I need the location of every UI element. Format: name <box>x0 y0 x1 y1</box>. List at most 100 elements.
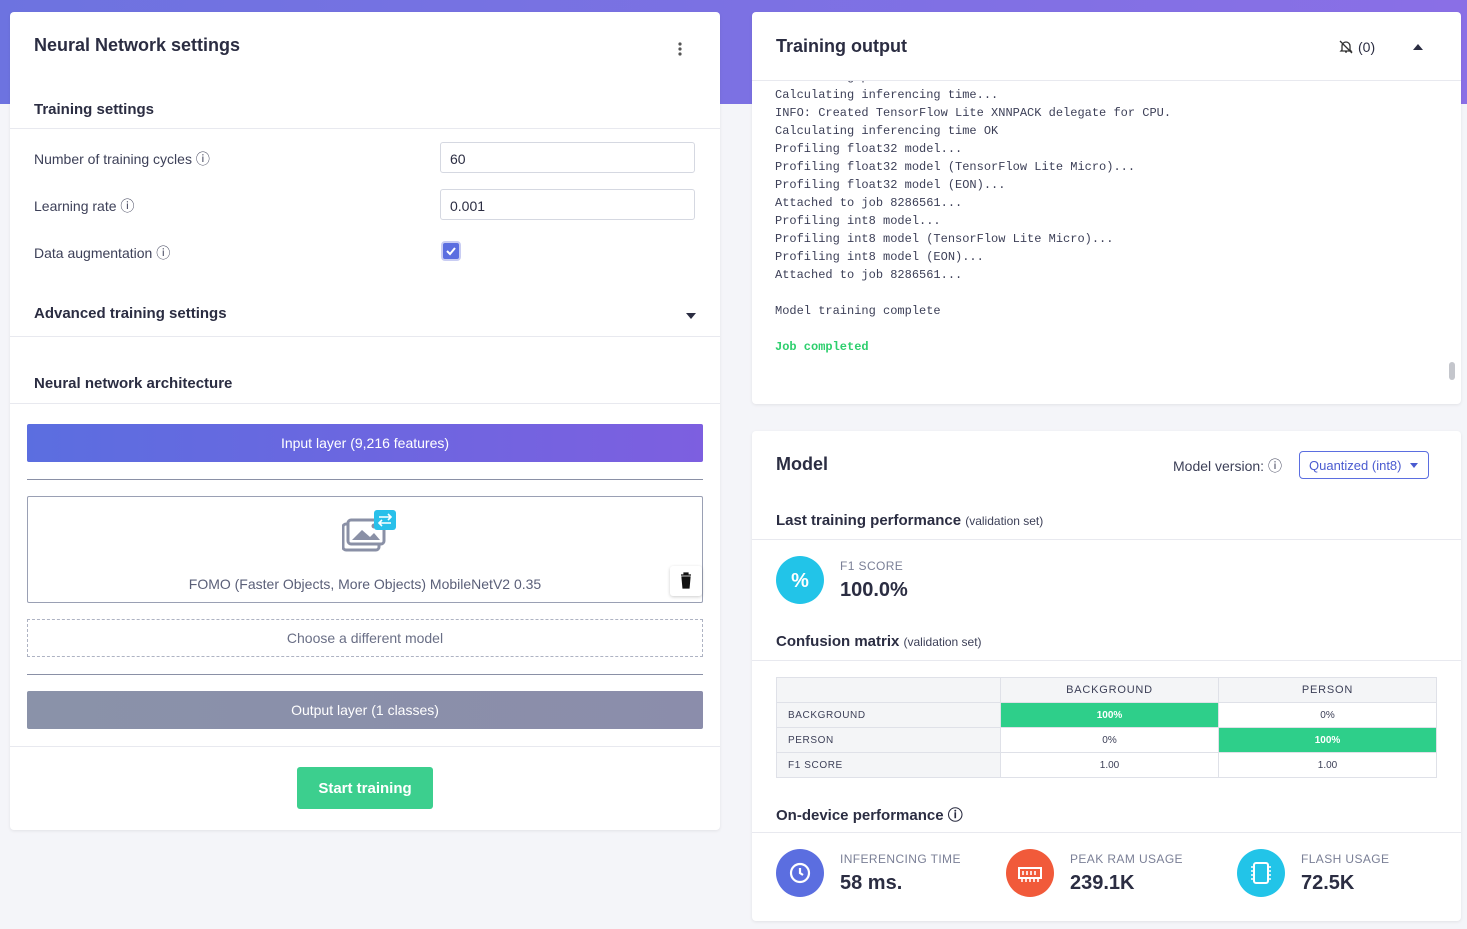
log-status: Job completed <box>775 340 869 354</box>
log-line: Calculating inferencing time OK <box>775 124 999 138</box>
text-input[interactable]: 0.001 <box>440 189 695 220</box>
matrix-cell: 1.00 <box>1218 752 1437 778</box>
section-title[interactable]: Advanced training settings <box>34 305 227 322</box>
divider <box>10 403 720 404</box>
trash-icon <box>681 572 691 589</box>
card-title: Model <box>776 454 828 474</box>
metric-label: PEAK RAM USAGE <box>1070 852 1183 866</box>
metric-icon <box>776 849 824 897</box>
matrix-cell: 0% <box>1218 702 1437 728</box>
output-layer[interactable]: Output layer (1 classes) <box>27 691 703 729</box>
metric-label: F1 SCORE <box>840 559 904 573</box>
help-icon[interactable]: ⓘ <box>947 807 963 824</box>
divider <box>27 674 703 675</box>
log-area: Calculating performance metrics... Calcul… <box>752 80 1461 404</box>
log-line: Calculating performance metrics... <box>775 80 1171 86</box>
scrollbar[interactable] <box>1449 362 1455 380</box>
metric-value: 100.0% <box>840 579 908 601</box>
divider <box>10 128 720 129</box>
row-header: BACKGROUND <box>776 702 1001 728</box>
matrix-cell: 1.00 <box>1000 752 1219 778</box>
field-label: Data augmentation ⓘ <box>34 243 170 263</box>
help-icon[interactable]: ⓘ <box>120 198 135 214</box>
help-icon[interactable]: ⓘ <box>1267 458 1282 474</box>
delete-button[interactable] <box>670 566 702 596</box>
metric-icon <box>1237 849 1285 897</box>
text-input[interactable]: 60 <box>440 142 695 173</box>
model-block[interactable]: FOMO (Faster Objects, More Objects) Mobi… <box>27 496 703 603</box>
row-header: PERSON <box>776 727 1001 753</box>
log-line: Calculating inferencing time... <box>775 88 999 102</box>
divider <box>752 660 1461 661</box>
title-text: Last training performance <box>776 512 962 529</box>
card-title: Training output <box>776 36 907 56</box>
help-icon[interactable]: ⓘ <box>195 151 210 167</box>
metric-icon <box>1006 849 1054 897</box>
label-text: Number of training cycles <box>34 151 192 167</box>
label-text: Model version: <box>1173 458 1265 474</box>
section-title: Confusion matrix (validation set) <box>776 633 982 650</box>
confusion-matrix: BACKGROUND PERSON BACKGROUND 100% 0% PERSON 0%… <box>776 677 1437 778</box>
title-note: (validation set) <box>965 514 1044 528</box>
section-title: On-device performance ⓘ <box>776 804 963 825</box>
choose-model[interactable]: Choose a different model <box>27 619 703 657</box>
checkbox[interactable] <box>441 241 461 261</box>
log-line: Attached to job 8286561... <box>775 268 963 282</box>
log-line: Profiling float32 model (TensorFlow Lite… <box>775 160 1136 174</box>
metric-value: 239.1K <box>1070 872 1135 894</box>
title-note: (validation set) <box>903 635 982 649</box>
label-text: Learning rate <box>34 198 117 214</box>
field-label: Learning rate ⓘ <box>34 196 134 216</box>
divider <box>752 80 1461 81</box>
version-label: Model version: ⓘ <box>1173 456 1282 476</box>
metric-value: 72.5K <box>1301 872 1355 894</box>
notification-count: (0) <box>1358 39 1376 55</box>
matrix-cell: 100% <box>1000 702 1219 728</box>
field-label: Number of training cycles ⓘ <box>34 149 210 169</box>
divider <box>10 746 720 747</box>
svg-text:%: % <box>791 570 809 592</box>
column-header: BACKGROUND <box>1000 677 1219 703</box>
log-line: Model training complete <box>775 304 941 318</box>
version-value: Quantized (int8) <box>1309 458 1402 473</box>
log-line: Attached to job 8286561... <box>775 196 963 210</box>
metric-label: FLASH USAGE <box>1301 852 1390 866</box>
matrix-row: PERSON 0% 100% <box>776 727 1437 753</box>
section-title: Last training performance (validation se… <box>776 512 1043 529</box>
start-training-button[interactable]: Start training <box>297 767 433 809</box>
card-title: Neural Network settings <box>34 35 241 55</box>
menu-button[interactable] <box>674 41 686 57</box>
column-header: PERSON <box>1218 677 1437 703</box>
model-name: FOMO (Faster Objects, More Objects) Mobi… <box>188 576 542 592</box>
log-line: Profiling float32 model (EON)... <box>775 178 1006 192</box>
log-line: Profiling float32 model... <box>775 142 963 156</box>
input-layer[interactable]: Input layer (9,216 features) <box>27 424 703 462</box>
log-line: Profiling int8 model (TensorFlow Lite Mi… <box>775 232 1114 246</box>
section-title: Neural network architecture <box>34 375 233 392</box>
title-text: On-device performance <box>776 807 944 824</box>
training-output-card: Training output (0) Calculating performa… <box>752 12 1461 404</box>
divider <box>752 832 1461 833</box>
log: Calculating performance metrics... Calcul… <box>775 80 1171 356</box>
divider <box>752 539 1461 540</box>
f1-icon: % <box>776 556 824 604</box>
log-line: Profiling int8 model... <box>775 214 941 228</box>
section-title: Training settings <box>34 101 155 118</box>
caret <box>1410 463 1418 468</box>
notifications[interactable]: (0) <box>1338 39 1375 55</box>
label-text: Data augmentation <box>34 245 153 261</box>
matrix-cell: 100% <box>1218 727 1437 753</box>
divider <box>10 336 720 337</box>
matrix-row: F1 SCORE 1.00 1.00 <box>776 752 1437 778</box>
log-line: Profiling int8 model (EON)... <box>775 250 984 264</box>
caret[interactable] <box>686 313 696 319</box>
metric-value: 58 ms. <box>840 872 903 894</box>
matrix-row: BACKGROUND 100% 0% <box>776 702 1437 728</box>
collapse-caret[interactable] <box>1413 44 1423 50</box>
corner-cell <box>776 677 1001 703</box>
log-line: INFO: Created TensorFlow Lite XNNPACK de… <box>775 106 1172 120</box>
version-dropdown[interactable]: Quantized (int8) <box>1299 451 1429 479</box>
title-text: Confusion matrix <box>776 633 900 650</box>
help-icon[interactable]: ⓘ <box>156 245 171 261</box>
